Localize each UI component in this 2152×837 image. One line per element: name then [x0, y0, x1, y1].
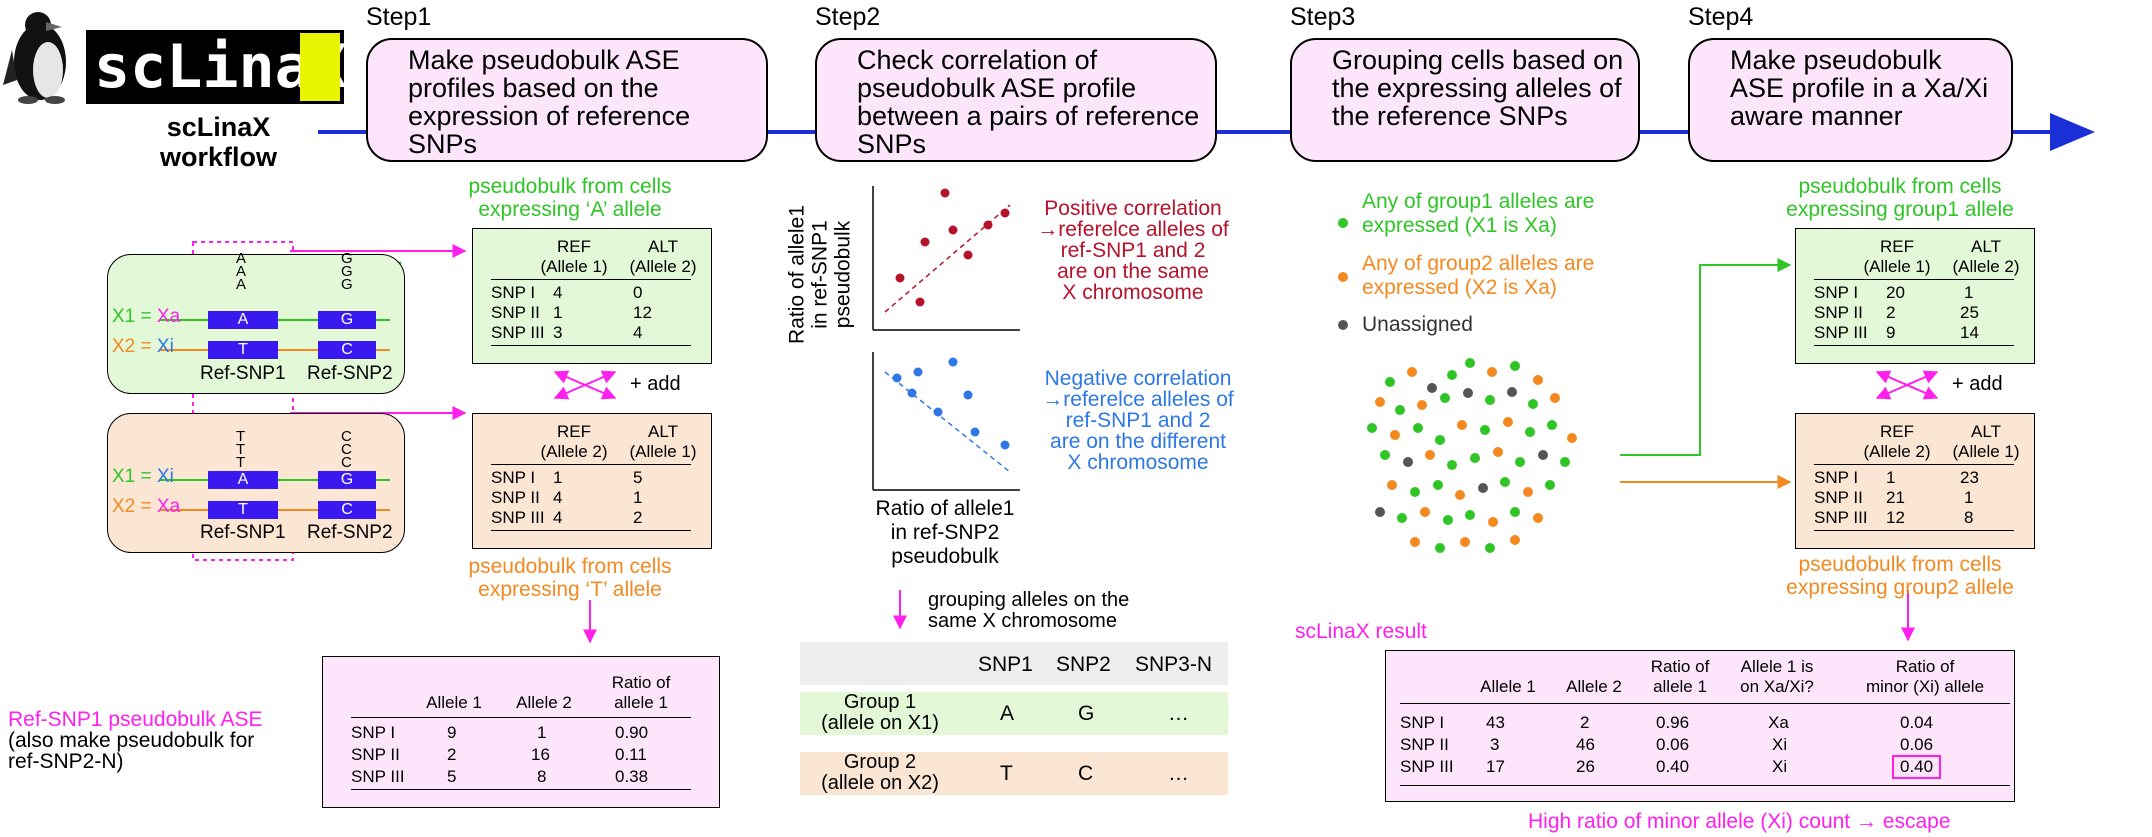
group-table: SNP1 SNP2 SNP3-N Group 1 (allele on X1) …	[800, 642, 1228, 795]
bottom-x1-label: X1 = Xi	[112, 466, 174, 487]
step3-label: Step3	[1290, 3, 1356, 31]
group1-name: Group 1 (allele on X1)	[821, 691, 939, 734]
group1-snp3n: …	[1168, 702, 1189, 725]
col-head-ref: REF (Allele 2)	[1863, 422, 1931, 461]
group1-snp2: G	[1078, 702, 1095, 725]
col-head: Allele 1	[426, 693, 482, 712]
group2-name: Group 2 (allele on X2)	[821, 751, 939, 794]
step1-box: Make pseudobulk ASE profiles based on th…	[366, 38, 768, 162]
group2-snp1: T	[1000, 762, 1013, 785]
step1-label: Step1	[366, 3, 432, 31]
step2-y-label: Ratio of allele1 in ref-SNP1 pseudobulk	[785, 205, 855, 344]
grouping-note: grouping alleles on the same X chromosom…	[928, 589, 1130, 632]
top-snp2-upper: G	[318, 311, 376, 329]
result-caption: scLinaX result	[1295, 620, 1427, 643]
logo-x-badge	[300, 33, 340, 101]
step4-table-bottom: REF (Allele 2) ALT (Allele 1) SNP I 1 23 S…	[1795, 413, 2035, 549]
bottom-snp2-lower: C	[318, 501, 376, 519]
col-head: Ratio of allele 1	[1650, 657, 1710, 696]
positive-correlation-note: Positive correlation →referelce alleles …	[1037, 197, 1229, 304]
bottom-ref2-label: Ref-SNP2	[307, 522, 393, 543]
group1-snp1: A	[1000, 702, 1015, 725]
bottom-snp2-upper: G	[318, 471, 376, 489]
col-head: Allele 1 is on Xa/Xi?	[1740, 657, 1814, 696]
group2-row	[800, 752, 1228, 795]
group2-snp3n: …	[1168, 762, 1189, 785]
top-wave2-letters: G G G	[341, 250, 353, 293]
step1-top-caption: pseudobulk from cells expressing ‘A’ all…	[468, 175, 672, 221]
summary-caption: Ref-SNP1 pseudobulk ASE	[8, 708, 263, 731]
top-x1-label: X1 = Xa	[112, 306, 181, 327]
summary-note: (also make pseudobulk for ref-SNP2-N)	[8, 729, 255, 773]
bottom-x2-label: X2 = Xa	[112, 496, 181, 517]
col-head-alt: ALT (Allele 2)	[1952, 237, 2020, 276]
step4-box: Make pseudobulk ASE profile in a Xa/Xi a…	[1688, 38, 2013, 162]
bottom-ref1-label: Ref-SNP1	[200, 522, 286, 543]
col-head-ref: REF (Allele 1)	[1863, 237, 1931, 276]
step4-label: Step4	[1688, 3, 1754, 31]
top-ref1-label: Ref-SNP1	[200, 363, 286, 384]
col-head: Ratio of minor (Xi) allele	[1865, 657, 1985, 696]
col-head: Allele 2	[516, 693, 572, 712]
col-head-alt: ALT (Allele 1)	[1952, 422, 2020, 461]
penguin-logo	[3, 12, 66, 104]
col-head: Allele 2	[1566, 677, 1622, 696]
top-snp2-lower: C	[318, 341, 376, 359]
col-head: Ratio of allele 1	[611, 673, 671, 712]
escape-note: High ratio of minor allele (Xi) count → …	[1528, 810, 1951, 833]
scatter-positive	[872, 186, 1020, 331]
group2-snp2: C	[1078, 762, 1094, 785]
top-snp1-lower: T	[208, 341, 278, 359]
ref-snp1-highlight	[192, 241, 294, 561]
workflow-title: scLinaX workflow	[160, 112, 278, 172]
group1-row	[800, 692, 1228, 735]
legend-group1: Any of group1 alleles are expressed (X1 …	[1362, 190, 1595, 237]
col-head-alt: ALT (Allele 1)	[629, 422, 697, 461]
col-head-ref: REF (Allele 1)	[540, 237, 608, 276]
col-head-ref: REF (Allele 2)	[540, 422, 608, 461]
step4-table-top: REF (Allele 1) ALT (Allele 2) SNP I 20 1 S…	[1795, 228, 2035, 364]
step4-add-label: + add	[1952, 373, 2003, 395]
scatter-negative	[872, 352, 1020, 491]
top-x2-label: X2 = Xi	[112, 336, 174, 357]
legend-dot-group1	[1338, 218, 1348, 228]
top-wave1-letters: A A A	[236, 250, 247, 293]
bottom-wave2-letters: C C C	[341, 428, 352, 471]
cell-cloud	[1367, 358, 1577, 553]
summary-table: Allele 1 Allele 2 Ratio of allele 1 SNP …	[322, 656, 720, 808]
step2-box: Check correlation of pseudobulk ASE prof…	[815, 38, 1217, 162]
top-snp1-upper: A	[208, 311, 278, 329]
step2-x-label: Ratio of allele1 in ref-SNP2 pseudobulk	[875, 497, 1015, 568]
col-head: SNP3-N	[1135, 653, 1213, 676]
legend-dot-group2	[1338, 272, 1348, 282]
step3-box: Grouping cells based on the expressing a…	[1290, 38, 1640, 162]
bottom-snp1-lower: T	[208, 501, 278, 519]
col-head: SNP2	[1056, 653, 1111, 676]
col-head: SNP1	[978, 653, 1033, 676]
legend-unassigned: Unassigned	[1362, 313, 1473, 336]
result-table: Allele 1 Allele 2 Ratio of allele 1 Alle…	[1385, 650, 2015, 802]
step2-label: Step2	[815, 3, 881, 31]
bottom-wave1-letters: T T T	[236, 428, 246, 471]
legend-group2: Any of group2 alleles are expressed (X2 …	[1362, 252, 1595, 299]
step1-add-label: + add	[630, 373, 681, 395]
top-ref2-label: Ref-SNP2	[307, 363, 393, 384]
col-head: Allele 1	[1480, 677, 1536, 696]
col-head-alt: ALT (Allele 2)	[629, 237, 697, 276]
escape-highlight: 0.40	[1892, 755, 1942, 779]
negative-correlation-note: Negative correlation →referelce alleles …	[1042, 367, 1234, 474]
workflow-arrowhead	[2050, 113, 2095, 151]
legend-dot-unassigned	[1338, 320, 1348, 330]
step4-top-caption: pseudobulk from cells expressing group1 …	[1786, 175, 2014, 221]
step4-bottom-caption: pseudobulk from cells expressing group2 …	[1786, 553, 2014, 599]
step1-bottom-caption: pseudobulk from cells expressing ‘T’ all…	[468, 555, 672, 601]
bottom-snp1-upper: A	[208, 471, 278, 489]
